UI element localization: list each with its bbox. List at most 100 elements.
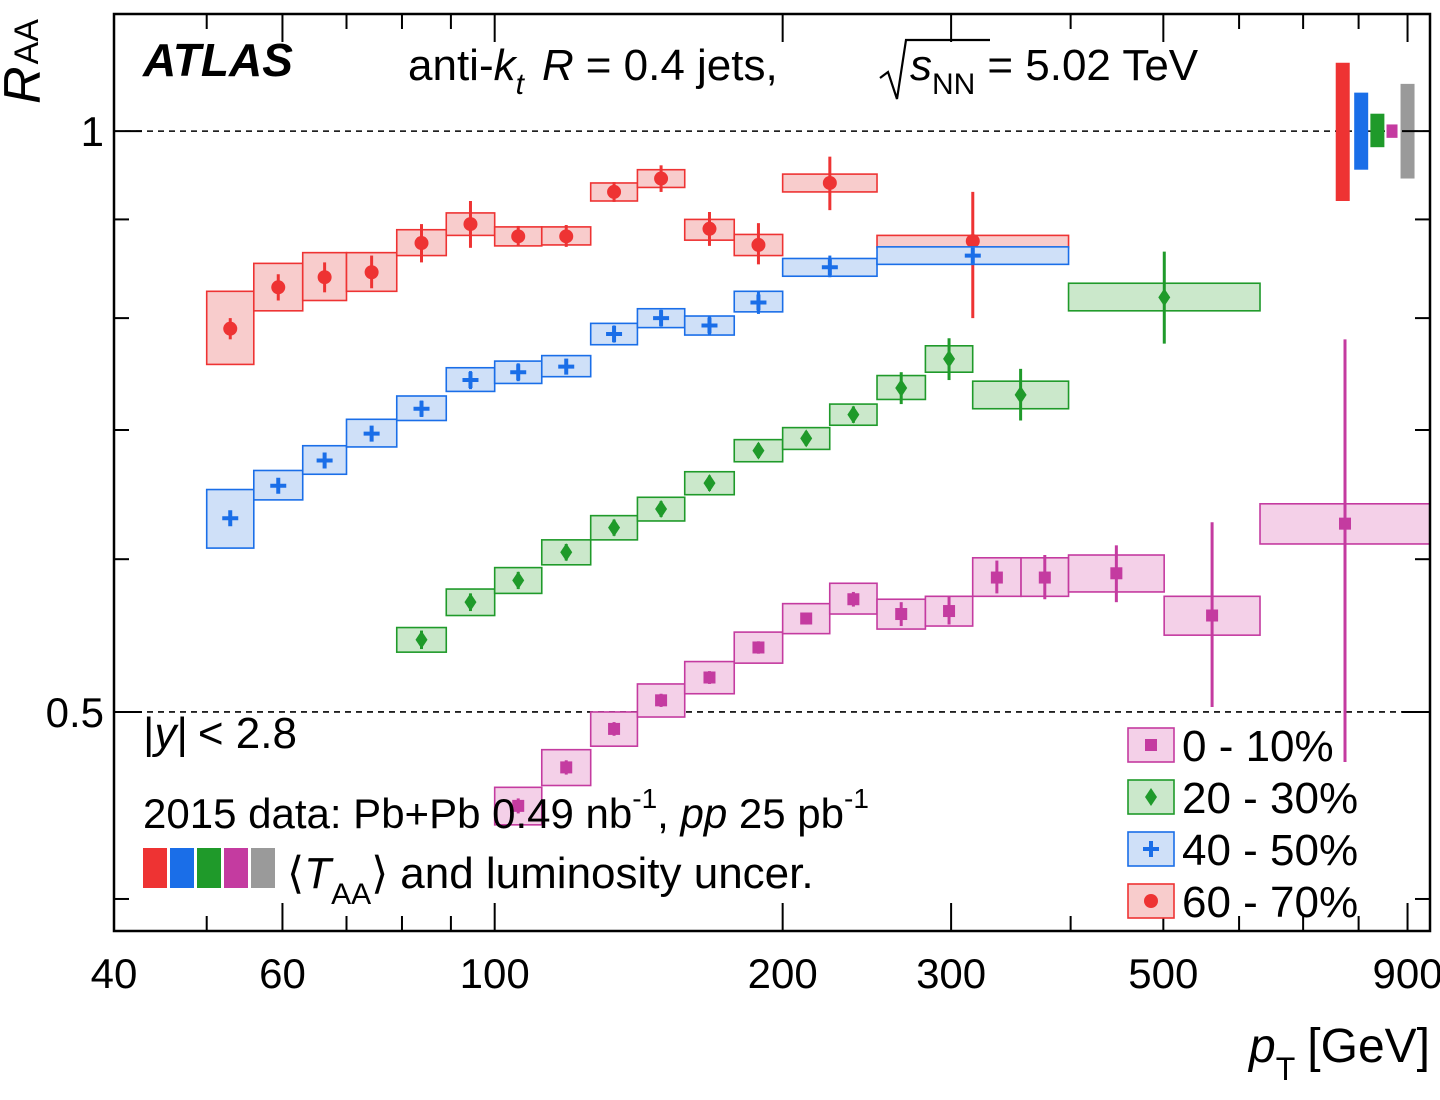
y-axis-label: RAA xyxy=(0,19,52,104)
data-point xyxy=(703,474,716,493)
x-tick-label: 60 xyxy=(259,950,306,997)
systematic-box xyxy=(636,683,686,718)
title-jets: anti-kt R = 0.4 jets, xyxy=(408,41,778,101)
data-point xyxy=(653,310,670,327)
norm-uncertainty-bar xyxy=(1354,92,1369,170)
legend-marker xyxy=(1144,894,1158,908)
data-point xyxy=(800,429,813,448)
data-point xyxy=(990,571,1003,584)
data-point xyxy=(1038,571,1051,584)
data-point xyxy=(413,400,430,417)
legend: 0 - 10%20 - 30%40 - 50%60 - 70% xyxy=(1127,722,1358,927)
legend-entry: 60 - 70% xyxy=(1127,878,1358,927)
data-point xyxy=(943,349,956,368)
uncertainty-swatch xyxy=(170,848,194,888)
data-point xyxy=(606,325,623,342)
data-point xyxy=(464,593,477,612)
x-tick-label: 100 xyxy=(460,950,530,997)
uncertainty-swatch xyxy=(197,848,221,888)
data-point xyxy=(943,605,956,618)
data-point xyxy=(559,229,574,244)
y-tick-label: 1 xyxy=(81,108,104,155)
x-tick-label: 300 xyxy=(916,950,986,997)
y-tick-label: 0.5 xyxy=(46,689,104,736)
data-point xyxy=(821,259,838,276)
data-point xyxy=(1339,517,1352,530)
data-point xyxy=(702,221,717,236)
data-point xyxy=(1206,609,1219,622)
data-point xyxy=(607,184,622,199)
axes: 40 60 100 200 300 500 900 0.5 1 xyxy=(46,14,1440,997)
x-axis-label: pT [GeV] xyxy=(1247,1020,1430,1087)
data-point xyxy=(752,641,765,654)
legend-entry: 20 - 30% xyxy=(1127,774,1358,823)
data-point xyxy=(364,265,379,280)
data-point xyxy=(701,317,718,334)
x-tick-label: 40 xyxy=(91,950,138,997)
data-point xyxy=(222,510,239,527)
brand-label: ATLAS xyxy=(142,34,293,86)
data-point xyxy=(270,477,287,494)
norm-uncertainty-bar xyxy=(1370,113,1385,148)
data-point xyxy=(462,372,479,389)
data-point xyxy=(560,761,573,774)
series-60-70 xyxy=(205,156,1070,366)
data-point xyxy=(271,280,286,295)
data-point xyxy=(655,500,668,519)
data-point xyxy=(654,171,669,186)
series-40-50 xyxy=(205,246,1070,549)
chart-marks xyxy=(114,62,1431,826)
data-point xyxy=(895,378,908,397)
data-point xyxy=(512,571,525,590)
data-point xyxy=(223,321,238,336)
data-point xyxy=(560,543,573,562)
x-tick-label: 900 xyxy=(1372,950,1440,997)
data-point xyxy=(800,612,813,625)
data-point xyxy=(414,236,429,251)
data-point xyxy=(558,358,575,375)
legend-marker xyxy=(1145,739,1157,751)
sqrt-sign xyxy=(879,38,990,100)
data-point xyxy=(608,722,621,735)
data-point xyxy=(1110,567,1123,580)
uncertainty-label: ⟨TAA⟩ and luminosity uncer. xyxy=(287,849,814,911)
uncertainty-swatch xyxy=(224,848,248,888)
x-tick-label: 200 xyxy=(748,950,818,997)
rapidity-label: |y| < 2.8 xyxy=(143,709,297,758)
uncertainty-swatch xyxy=(251,848,275,888)
data-point xyxy=(512,799,525,812)
data-point xyxy=(1014,385,1027,404)
legend-entry: 40 - 50% xyxy=(1127,826,1358,875)
data-point xyxy=(510,364,527,381)
data-point xyxy=(463,217,478,232)
data-point xyxy=(822,175,837,190)
dataset-label: 2015 data: Pb+Pb 0.49 nb-1, pp 25 pb-1 xyxy=(143,783,869,837)
series-0-10 xyxy=(493,339,1431,826)
data-point xyxy=(965,234,980,249)
data-point xyxy=(895,608,908,621)
data-point xyxy=(750,294,767,311)
data-point xyxy=(752,441,765,460)
data-point xyxy=(363,425,380,442)
data-point xyxy=(317,270,332,285)
legend-label: 60 - 70% xyxy=(1182,878,1358,927)
data-point xyxy=(511,229,526,244)
data-point xyxy=(847,593,860,606)
data-point xyxy=(655,694,668,707)
norm-uncertainty-bar xyxy=(1386,124,1398,138)
series-20-30 xyxy=(395,251,1261,653)
title-energy: sNN = 5.02 TeV xyxy=(910,41,1199,101)
x-tick-label: 500 xyxy=(1128,950,1198,997)
uncertainty-swatch xyxy=(143,848,167,888)
chart-title: ATLAS anti-kt R = 0.4 jets, sNN = 5.02 TeV xyxy=(142,34,1199,101)
plot-frame xyxy=(112,12,1432,933)
legend-label: 0 - 10% xyxy=(1182,722,1334,771)
data-point xyxy=(415,630,428,649)
legend-entry: 0 - 10% xyxy=(1127,722,1334,771)
data-point xyxy=(1158,288,1171,307)
data-point xyxy=(751,237,766,252)
legend-label: 20 - 30% xyxy=(1182,774,1358,823)
legend-marker xyxy=(1143,841,1159,857)
uncertainty-swatches xyxy=(143,848,275,888)
